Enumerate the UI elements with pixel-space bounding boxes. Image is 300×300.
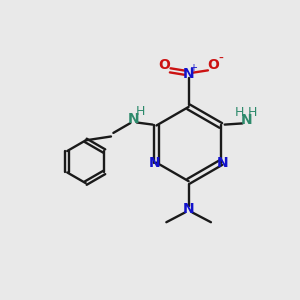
Text: N: N <box>183 202 194 216</box>
Text: N: N <box>240 112 252 127</box>
Text: H: H <box>136 105 146 118</box>
Text: H: H <box>248 106 257 119</box>
Text: O: O <box>158 58 170 72</box>
Text: O: O <box>207 58 219 72</box>
Text: N: N <box>183 67 194 81</box>
Text: N: N <box>149 156 161 170</box>
Text: -: - <box>218 52 223 65</box>
Text: +: + <box>189 63 197 73</box>
Text: N: N <box>217 156 228 170</box>
Text: N: N <box>128 112 139 126</box>
Text: H: H <box>235 106 244 119</box>
